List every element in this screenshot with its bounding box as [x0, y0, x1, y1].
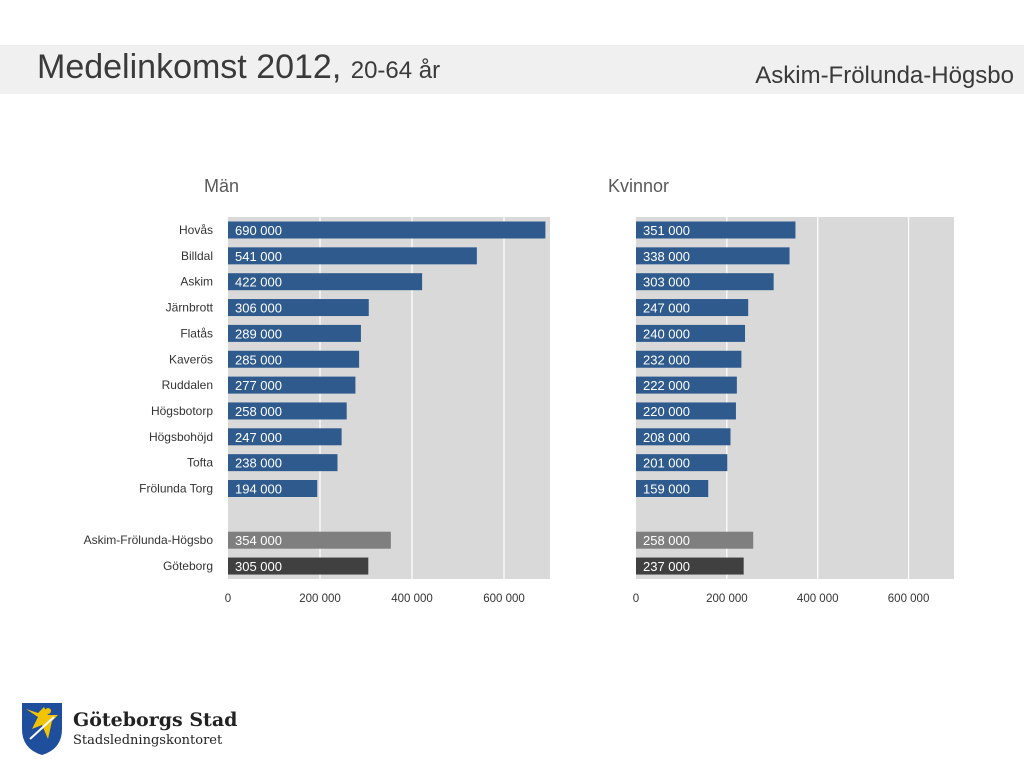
men-value-label: 277 000 — [235, 378, 282, 393]
women-x-tick-label: 400 000 — [797, 593, 839, 605]
men-x-tick-label: 400 000 — [391, 593, 433, 605]
category-label: Billdal — [181, 249, 213, 263]
category-label: Askim — [180, 275, 213, 289]
women-bar — [636, 273, 774, 291]
women-value-label: 220 000 — [643, 404, 690, 419]
men-value-label: 238 000 — [235, 456, 282, 471]
men-value-label: 194 000 — [235, 482, 282, 497]
men-value-label: 305 000 — [235, 559, 282, 574]
men-chart-title: Män — [204, 176, 239, 196]
category-label: Hovås — [179, 223, 213, 237]
men-bar — [228, 350, 360, 368]
men-bar — [228, 428, 342, 446]
category-label: Ruddalen — [162, 378, 213, 392]
category-label: Kaverös — [169, 352, 213, 366]
men-bar — [228, 247, 477, 265]
category-label: Järnbrott — [166, 301, 214, 315]
page-title: Medelinkomst 2012, 20-64 år — [37, 48, 440, 87]
women-value-label: 222 000 — [643, 378, 690, 393]
women-x-tick-label: 0 — [633, 593, 639, 605]
men-x-tick-label: 0 — [225, 593, 231, 605]
men-value-label: 690 000 — [235, 223, 282, 238]
women-bar — [636, 428, 731, 446]
area-name: Askim-Frölunda-Högsbo — [755, 62, 1014, 89]
category-label: Högsbohöjd — [149, 430, 213, 444]
women-value-label: 351 000 — [643, 223, 690, 238]
women-value-label: 303 000 — [643, 275, 690, 290]
category-label: Högsbotorp — [151, 404, 213, 418]
women-value-label: 338 000 — [643, 249, 690, 264]
women-value-label: 232 000 — [643, 352, 690, 367]
men-bar — [228, 454, 338, 472]
category-label: Flatås — [180, 326, 213, 340]
category-label: Askim-Frölunda-Högsbo — [84, 533, 214, 547]
women-value-label: 247 000 — [643, 301, 690, 316]
men-bar — [228, 221, 546, 239]
category-label: Göteborg — [163, 559, 213, 573]
men-x-tick-label: 200 000 — [299, 593, 341, 605]
women-bar — [636, 221, 796, 239]
men-value-label: 354 000 — [235, 533, 282, 548]
men-bar — [228, 402, 347, 420]
men-value-label: 422 000 — [235, 275, 282, 290]
women-x-tick-label: 200 000 — [706, 593, 748, 605]
women-x-tick-label: 600 000 — [888, 593, 930, 605]
women-value-label: 159 000 — [643, 482, 690, 497]
men-value-label: 541 000 — [235, 249, 282, 264]
title-subtitle: 20-64 år — [350, 57, 441, 84]
men-value-label: 285 000 — [235, 352, 282, 367]
men-value-label: 306 000 — [235, 301, 282, 316]
women-bar — [636, 324, 746, 342]
men-bar — [228, 480, 318, 497]
women-bar — [636, 247, 790, 265]
women-value-label: 201 000 — [643, 456, 690, 471]
men-x-tick-label: 600 000 — [483, 593, 525, 605]
header-bar — [0, 45, 1024, 94]
logo-name: Göteborgs Stad — [73, 709, 238, 731]
category-label: Frölunda Torg — [139, 482, 213, 496]
men-bar — [228, 299, 369, 317]
title-main: Medelinkomst 2012, — [37, 48, 342, 86]
men-value-label: 289 000 — [235, 326, 282, 341]
goteborg-logo-icon — [22, 703, 62, 755]
women-bar — [636, 299, 749, 317]
women-value-label: 258 000 — [643, 533, 690, 548]
men-bar — [228, 324, 361, 342]
category-label: Tofta — [187, 456, 213, 470]
women-bar — [636, 376, 737, 394]
women-value-label: 240 000 — [643, 326, 690, 341]
women-value-label: 237 000 — [643, 559, 690, 574]
women-bar — [636, 350, 742, 368]
logo-department: Stadsledningskontoret — [73, 733, 223, 748]
men-bar-city-total — [228, 557, 369, 575]
women-chart-title: Kvinnor — [608, 176, 669, 196]
men-bar — [228, 376, 356, 394]
women-bar — [636, 454, 728, 472]
women-bar — [636, 480, 709, 497]
men-bar-area-total — [228, 531, 391, 549]
women-bar-city-total — [636, 557, 744, 575]
women-value-label: 208 000 — [643, 430, 690, 445]
men-bar — [228, 273, 423, 291]
women-bar-area-total — [636, 531, 754, 549]
men-value-label: 258 000 — [235, 404, 282, 419]
women-bar — [636, 402, 736, 420]
men-value-label: 247 000 — [235, 430, 282, 445]
women-plot-area — [636, 217, 954, 579]
